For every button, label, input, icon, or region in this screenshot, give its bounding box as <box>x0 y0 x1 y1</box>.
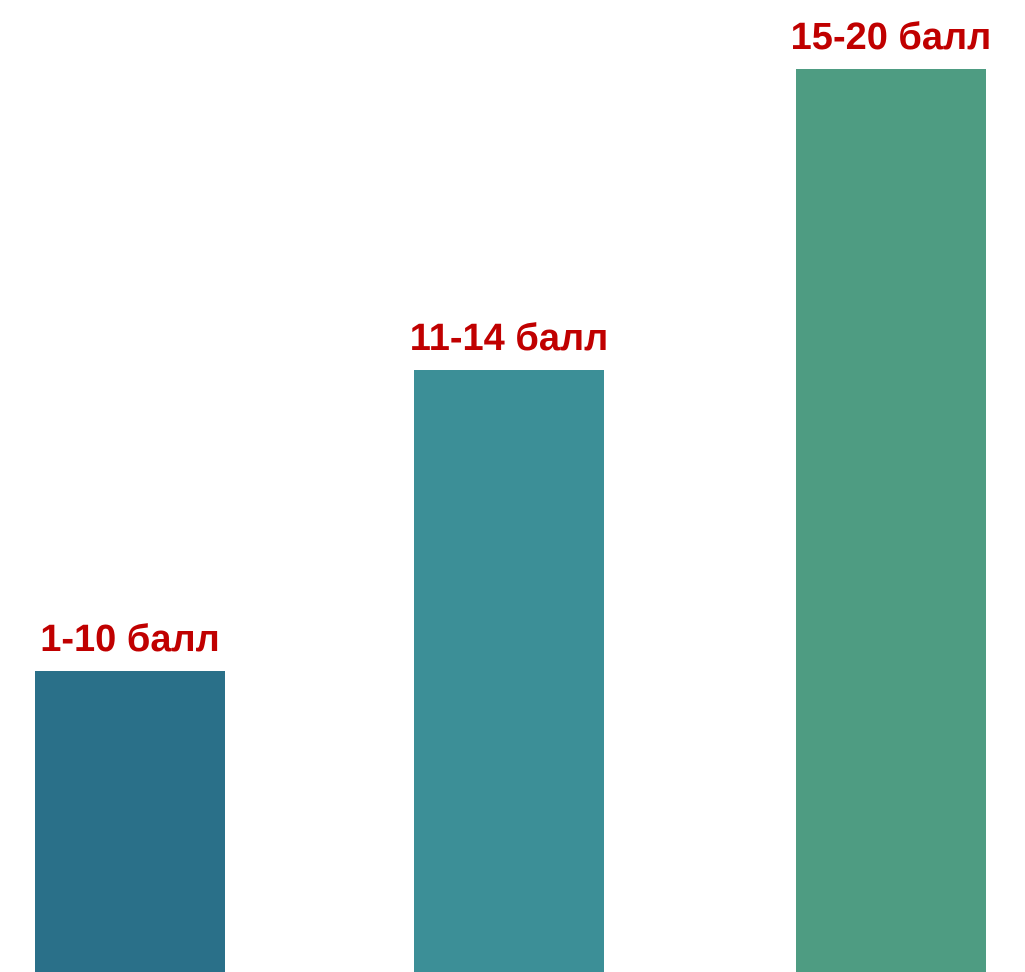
bar-label-3: 15-20 балл <box>791 16 992 58</box>
bar-labels-group: 1-10 балл 11-14 балл 15-20 балл <box>40 16 991 660</box>
bar-3 <box>796 69 986 972</box>
bars-group <box>35 69 986 972</box>
bar-2 <box>414 370 604 972</box>
bar-label-2: 11-14 балл <box>410 317 609 359</box>
bar-label-1: 1-10 балл <box>40 618 220 660</box>
bar-1 <box>35 671 225 972</box>
